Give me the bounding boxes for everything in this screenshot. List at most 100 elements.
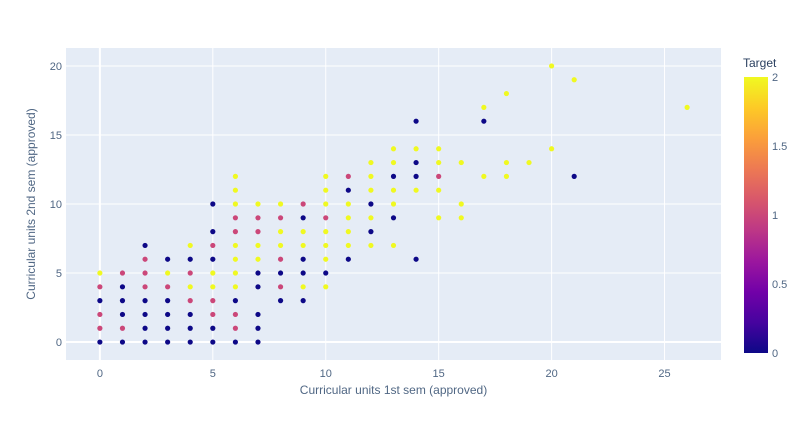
colorbar-title: Target — [743, 56, 777, 70]
data-point — [413, 187, 419, 193]
data-point — [165, 284, 171, 290]
data-point — [255, 339, 261, 345]
data-point — [210, 270, 216, 276]
data-point — [323, 201, 329, 207]
data-point — [300, 229, 306, 235]
colorbar-gradient — [744, 77, 768, 353]
data-point — [368, 159, 374, 166]
data-point — [142, 298, 148, 304]
data-point — [232, 311, 238, 318]
data-point — [232, 325, 238, 331]
data-point — [142, 339, 148, 345]
data-point — [210, 229, 216, 235]
data-point — [436, 146, 442, 152]
data-point — [503, 90, 510, 97]
data-points — [97, 63, 690, 345]
data-point — [255, 215, 261, 221]
colorbar-tick-label: 0 — [772, 348, 778, 360]
data-point — [187, 256, 193, 262]
data-point — [323, 284, 329, 290]
data-point — [436, 187, 442, 193]
x-tick-label: 5 — [210, 368, 216, 380]
data-point — [390, 201, 397, 207]
data-point — [436, 159, 442, 166]
data-point — [368, 215, 374, 221]
data-point — [300, 256, 306, 262]
data-point — [345, 215, 351, 221]
y-tick-label: 0 — [56, 337, 62, 349]
data-point — [187, 270, 193, 276]
data-point — [277, 270, 284, 276]
data-point — [255, 270, 261, 276]
data-point — [97, 311, 103, 318]
data-point — [142, 256, 148, 262]
y-tick-label: 10 — [50, 199, 62, 211]
data-point — [413, 256, 419, 262]
data-point — [232, 339, 238, 345]
data-point — [345, 187, 351, 193]
data-point — [210, 256, 216, 262]
data-point — [323, 256, 329, 262]
data-point — [413, 159, 419, 166]
data-point — [232, 201, 238, 207]
data-point — [368, 173, 374, 179]
data-point — [323, 229, 329, 235]
data-point — [413, 146, 419, 152]
y-tick-label: 20 — [50, 61, 62, 73]
data-point — [187, 284, 193, 290]
x-tick-label: 0 — [97, 368, 103, 380]
data-point — [390, 159, 397, 166]
data-point — [300, 270, 306, 276]
data-point — [210, 311, 216, 318]
colorbar-tick-label: 2 — [772, 72, 778, 84]
data-point — [481, 104, 487, 110]
data-point — [458, 159, 464, 166]
data-point — [368, 187, 374, 193]
data-point — [165, 339, 171, 345]
data-point — [210, 284, 216, 290]
data-point — [232, 187, 238, 193]
data-point — [345, 242, 351, 249]
data-point — [549, 63, 555, 69]
colorbar-tick-label: 1.5 — [772, 141, 787, 153]
data-point — [97, 339, 103, 345]
data-point — [142, 325, 148, 331]
data-point — [119, 311, 126, 318]
y-tick-label: 15 — [50, 130, 62, 142]
data-point — [119, 339, 126, 345]
data-point — [277, 284, 284, 290]
data-point — [210, 201, 216, 207]
data-point — [97, 325, 103, 331]
data-point — [119, 284, 126, 290]
data-point — [300, 284, 306, 290]
data-point — [368, 242, 374, 249]
data-point — [165, 325, 171, 331]
data-point — [323, 242, 329, 249]
data-point — [210, 325, 216, 331]
data-point — [345, 256, 351, 262]
data-point — [300, 242, 306, 249]
y-axis-title: Curricular units 2nd sem (approved) — [24, 108, 38, 299]
data-point — [255, 284, 261, 290]
data-point — [345, 201, 351, 207]
x-tick-labels: 0 5 10 15 20 25 — [97, 368, 671, 380]
data-point — [232, 242, 238, 249]
data-point — [390, 173, 397, 179]
data-point — [390, 215, 397, 221]
data-point — [255, 201, 261, 207]
data-point — [142, 270, 148, 276]
data-point — [458, 215, 464, 221]
colorbar-tick-labels: 0 0.5 1 1.5 2 — [772, 72, 787, 360]
data-point — [187, 339, 193, 345]
data-point — [165, 270, 171, 276]
data-point — [526, 159, 532, 166]
data-point — [255, 242, 261, 249]
data-point — [277, 201, 284, 207]
data-point — [277, 242, 284, 249]
x-tick-label: 10 — [320, 368, 332, 380]
x-tick-label: 20 — [545, 368, 557, 380]
data-point — [277, 256, 284, 262]
data-point — [255, 325, 261, 331]
data-point — [187, 311, 193, 318]
data-point — [255, 229, 261, 235]
